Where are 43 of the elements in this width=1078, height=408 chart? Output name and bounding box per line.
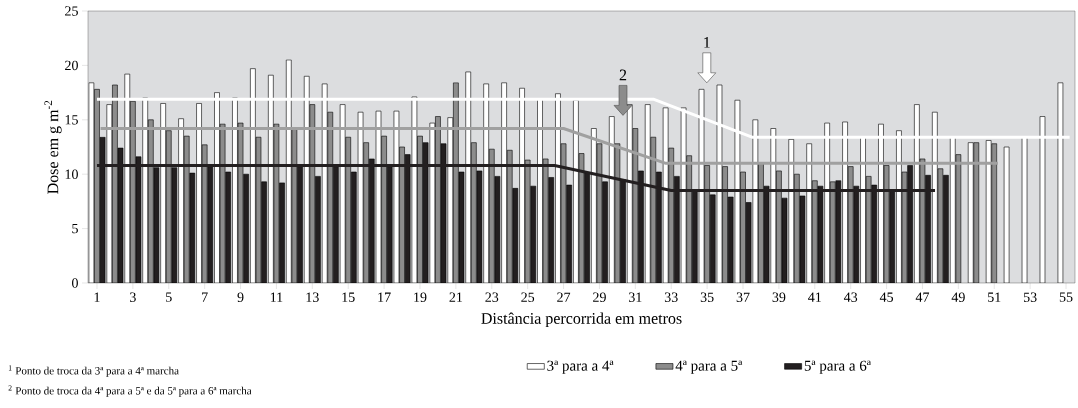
legend-label: 3ª para a 4ª — [547, 360, 614, 374]
x-tick-label: 23 — [485, 292, 499, 302]
x-tick-label: 29 — [593, 292, 606, 302]
y-tick-label: 15 — [65, 115, 78, 125]
x-tick-label: 39 — [772, 292, 786, 302]
x-tick-label: 51 — [988, 292, 1001, 302]
x-tick-label: 5 — [166, 292, 172, 302]
x-tick-label: 37 — [736, 292, 750, 302]
x-tick-label: 27 — [557, 292, 571, 302]
x-tick-label: 19 — [414, 292, 427, 302]
x-tick-label: 25 — [521, 292, 535, 302]
x-tick-label: 9 — [237, 292, 244, 302]
x-tick-label: 31 — [629, 292, 642, 302]
legend-label: 5ª para a 6ª — [804, 360, 871, 374]
legend-label: 4ª para a 5ª — [675, 360, 743, 374]
x-tick-label: 49 — [951, 292, 965, 302]
x-tick-label: 45 — [879, 292, 894, 302]
x-tick-label: 21 — [449, 292, 463, 302]
x-tick-label: 11 — [270, 292, 283, 302]
x-tick-label: 35 — [700, 292, 714, 302]
x-tick-label: 3 — [130, 292, 136, 302]
y-tick-label: 10 — [65, 169, 78, 179]
x-tick-label: 43 — [843, 292, 858, 302]
x-axis-title: Distância percorrida em metros — [481, 312, 682, 328]
y-axis-title: Dose em g m$^{-2}$ — [44, 100, 62, 194]
x-tick-label: 47 — [915, 292, 930, 302]
x-tick-label: 7 — [202, 292, 208, 302]
y-tick-label: 0 — [72, 278, 78, 288]
y-tick-label: 20 — [65, 60, 78, 71]
x-tick-label: 53 — [1023, 292, 1037, 302]
x-tick-label: 15 — [342, 292, 355, 302]
x-tick-label: 33 — [664, 292, 678, 302]
y-tick-label: 5 — [72, 223, 78, 234]
x-tick-label: 55 — [1059, 292, 1073, 302]
x-tick-label: 1 — [94, 292, 100, 302]
annotation: 2 — [619, 69, 627, 81]
text: $^{1}$ Ponto de troca da 3ª para a 4ª marcha — [8, 365, 179, 377]
x-tick-label: 13 — [306, 292, 319, 302]
annotation: 1 — [704, 37, 710, 48]
y-tick-label: 25 — [65, 6, 78, 16]
text: $^{2}$ Ponto de troca da 4ª para a 5ª e da 5ª para a 6ª marcha — [8, 385, 252, 397]
x-tick-label: 41 — [808, 292, 821, 302]
x-tick-label: 17 — [378, 292, 391, 302]
